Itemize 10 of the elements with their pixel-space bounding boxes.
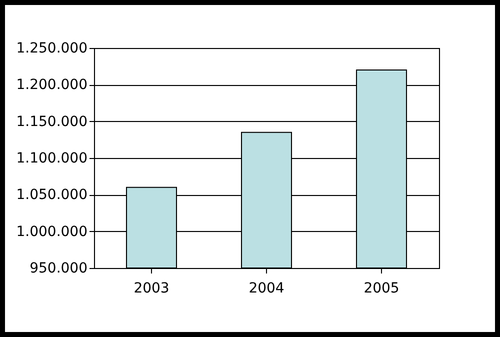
y-tick-label: 1.100.000 [16, 150, 88, 166]
x-tick-label: 2003 [134, 280, 170, 296]
y-tick-label: 1.150.000 [16, 114, 88, 130]
x-tick-label: 2005 [364, 280, 400, 296]
x-tick-label: 2004 [248, 280, 284, 296]
y-tick-label: 1.250.000 [16, 40, 88, 56]
y-tick-label: 950.000 [30, 260, 88, 276]
y-tick-label: 1.000.000 [16, 224, 88, 240]
y-tick-label: 1.050.000 [16, 187, 88, 204]
y-tick-label: 1.200.000 [16, 77, 88, 94]
